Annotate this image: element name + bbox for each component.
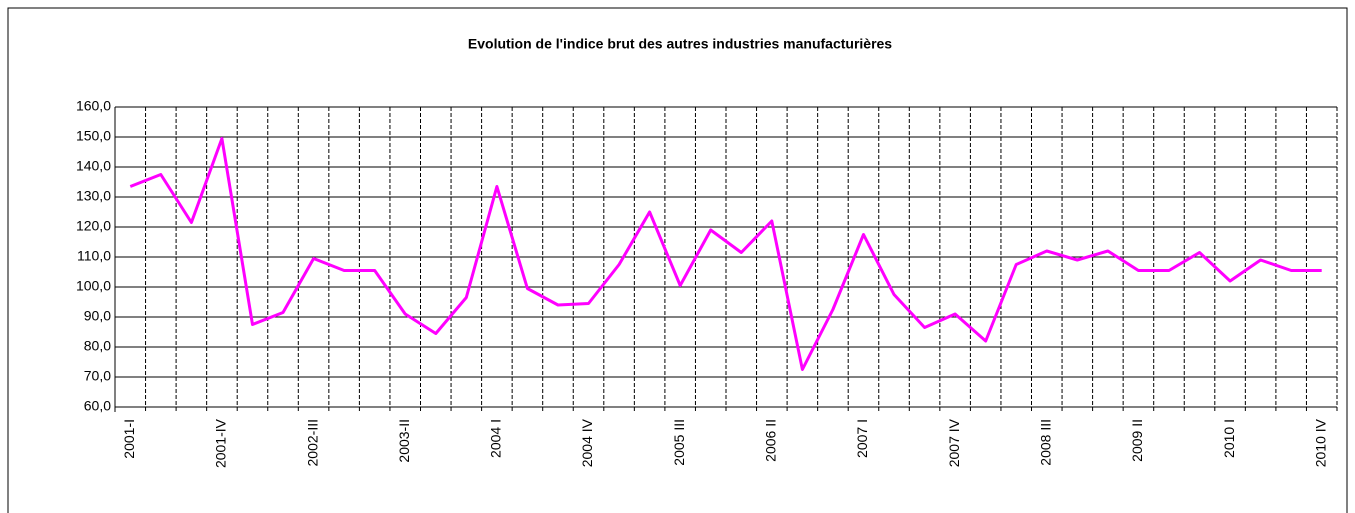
y-tick-label: 130,0 — [76, 188, 111, 204]
y-tick-label: 80,0 — [84, 338, 111, 354]
y-tick-label: 70,0 — [84, 368, 111, 384]
x-tick-label: 2002-III — [304, 419, 320, 466]
x-tick-label: 2001-I — [121, 419, 137, 459]
y-tick-label: 110,0 — [77, 248, 111, 264]
x-tick-label: 2007 I — [854, 419, 870, 458]
x-tick-label: 2008 III — [1037, 419, 1053, 466]
x-tick-label: 2005 III — [671, 419, 687, 466]
x-tick-label: 2004 IV — [579, 418, 595, 467]
x-tick-label: 2001-IV — [213, 418, 229, 468]
series-line — [129, 137, 1322, 371]
x-tick-label: 2010 IV — [1312, 418, 1328, 467]
x-tick-label: 2003-II — [396, 419, 412, 463]
y-tick-label: 140,0 — [76, 158, 111, 174]
x-tick-label: 2006 II — [763, 419, 779, 462]
y-tick-label: 100,0 — [76, 278, 111, 294]
y-tick-label: 160,0 — [76, 98, 111, 114]
y-tick-label: 90,0 — [84, 308, 111, 324]
y-tick-label: 60,0 — [84, 398, 111, 414]
x-tick-label: 2009 II — [1129, 419, 1145, 462]
x-tick-label: 2010 I — [1221, 419, 1237, 458]
x-tick-label: 2004 I — [488, 419, 504, 458]
y-tick-label: 120,0 — [76, 218, 111, 234]
x-tick-label: 2007 IV — [946, 418, 962, 467]
chart-border — [7, 7, 1348, 513]
y-tick-label: 150,0 — [76, 128, 111, 144]
chart-title: Evolution de l'indice brut des autres in… — [468, 36, 892, 52]
